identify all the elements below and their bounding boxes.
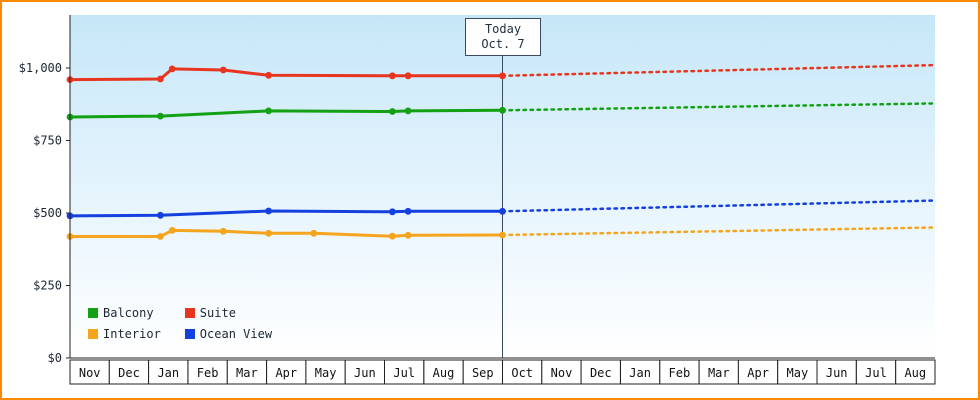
- x-axis-month-box: [737, 359, 779, 385]
- x-axis-month-box: [384, 359, 425, 385]
- data-point-suite: [265, 71, 272, 79]
- data-point-ocean-view: [157, 211, 164, 219]
- data-point-balcony: [389, 108, 396, 115]
- forecast-line-ocean-view: [501, 199, 937, 213]
- data-point-balcony: [404, 107, 412, 115]
- data-point-balcony: [499, 106, 506, 114]
- x-axis-month-box: [266, 359, 307, 385]
- x-axis-month-box: [423, 359, 464, 385]
- data-point-interior: [219, 227, 227, 235]
- series-balcony: [66, 102, 937, 121]
- x-axis-month-label: Jul: [393, 366, 415, 380]
- data-point-interior: [389, 232, 396, 240]
- x-axis-month-label: Apr: [275, 366, 297, 380]
- data-point-suite: [219, 66, 227, 74]
- y-axis-tick-label: $250: [33, 279, 62, 293]
- interior-swatch-icon: [88, 329, 98, 339]
- x-axis-month-box: [187, 359, 228, 385]
- x-axis-month-box: [305, 359, 346, 385]
- x-axis-month-label: Jan: [157, 366, 179, 380]
- x-axis-month-label: Mar: [708, 366, 730, 380]
- data-point-ocean-view: [265, 207, 272, 215]
- legend-item-interior: Interior: [88, 327, 161, 341]
- data-point-interior: [499, 231, 506, 239]
- legend-label: Suite: [199, 306, 236, 320]
- data-point-ocean-view: [389, 208, 396, 216]
- forecast-line-suite: [501, 63, 937, 78]
- x-axis-month-box: [580, 359, 621, 385]
- legend-item-suite: Suite: [184, 306, 272, 320]
- data-point-interior: [310, 229, 318, 237]
- x-axis-month-box: [698, 359, 739, 385]
- x-axis-month-box: [895, 359, 936, 385]
- suite-swatch-icon: [184, 308, 195, 318]
- x-axis-month-box: [855, 359, 897, 385]
- legend-label: Ocean View: [199, 327, 273, 341]
- today-label: Today: [484, 22, 522, 36]
- x-axis-month-label: Jun: [354, 366, 376, 380]
- legend-label: Balcony: [103, 306, 154, 320]
- legend: Balcony Suite Interior Ocean View: [88, 306, 272, 341]
- x-axis-month-label: Nov: [551, 366, 573, 380]
- x-axis-month-box: [541, 359, 582, 385]
- data-point-interior: [168, 227, 176, 234]
- data-point-suite: [168, 65, 176, 73]
- today-date: Oct. 7: [481, 37, 525, 51]
- x-axis-month-box: [148, 359, 189, 385]
- legend-item-balcony: Balcony: [88, 306, 161, 320]
- data-point-interior: [157, 233, 164, 240]
- history-line-balcony: [68, 108, 504, 119]
- x-axis-month-label: May: [787, 366, 809, 380]
- x-axis-month-label: Jun: [826, 366, 848, 380]
- x-axis-month-box: [816, 359, 857, 385]
- x-axis-month-label: Feb: [197, 366, 219, 380]
- ocean-view-swatch-icon: [184, 329, 195, 339]
- forecast-line-interior: [501, 226, 937, 237]
- data-point-balcony: [157, 112, 164, 120]
- forecast-line-balcony: [501, 102, 937, 112]
- legend-label: Interior: [103, 327, 161, 341]
- x-axis-month-label: Nov: [79, 366, 101, 380]
- x-axis-month-label: May: [315, 366, 337, 380]
- data-point-suite: [157, 75, 164, 83]
- x-axis-month-label: Mar: [236, 366, 258, 380]
- x-axis-month-label: Jul: [865, 366, 887, 380]
- data-point-suite: [389, 72, 396, 80]
- data-point-interior: [404, 231, 412, 239]
- x-axis-month-label: Aug: [904, 366, 926, 380]
- x-axis-month-box: [108, 359, 150, 385]
- y-axis-tick-label: $500: [33, 206, 62, 220]
- data-point-interior: [265, 229, 272, 237]
- legend-item-ocean-view: Ocean View: [184, 327, 273, 341]
- x-axis-month-label: Feb: [669, 366, 691, 380]
- balcony-swatch-icon: [88, 308, 98, 318]
- history-line-ocean-view: [68, 209, 504, 218]
- x-axis-month-label: Apr: [747, 366, 769, 380]
- x-axis-month-box: [777, 359, 818, 385]
- today-marker-box: Today Oct. 7: [465, 18, 541, 56]
- x-axis-month-label: Jan: [629, 366, 651, 380]
- series-suite: [66, 63, 937, 83]
- x-axis-month-label: Sep: [472, 366, 494, 380]
- series-interior: [66, 226, 937, 240]
- x-axis-month-label: Oct: [511, 366, 533, 380]
- data-point-ocean-view: [499, 207, 506, 215]
- data-point-suite: [499, 72, 506, 80]
- x-axis-month-label: Dec: [590, 366, 612, 380]
- data-point-ocean-view: [404, 207, 412, 215]
- y-axis-tick-label: $0: [48, 351, 62, 365]
- x-axis-month-label: Dec: [118, 366, 140, 380]
- data-point-suite: [404, 72, 412, 80]
- data-point-balcony: [265, 107, 272, 115]
- y-axis-tick-label: $1,000: [19, 61, 62, 75]
- x-axis-month-box: [502, 359, 543, 385]
- y-axis-tick-label: $750: [33, 134, 62, 148]
- x-axis-month-label: Aug: [433, 366, 455, 380]
